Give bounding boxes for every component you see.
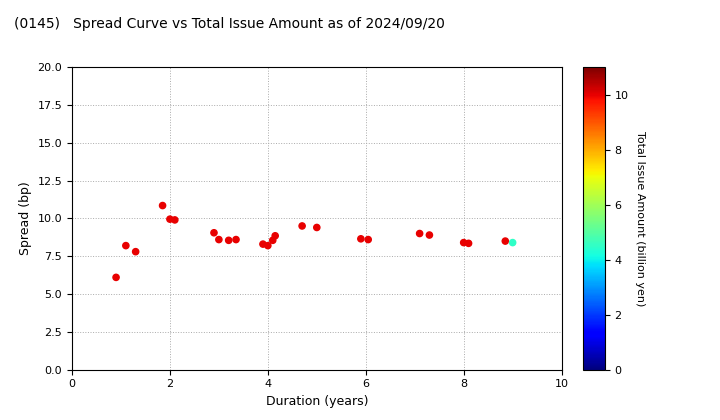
Point	[267, 237, 279, 244]
Point	[311, 224, 323, 231]
Point	[257, 241, 269, 247]
Point	[120, 242, 132, 249]
Point	[269, 232, 281, 239]
Point	[157, 202, 168, 209]
Point	[208, 229, 220, 236]
Point	[463, 240, 474, 247]
Point	[355, 236, 366, 242]
Point	[110, 274, 122, 281]
Point	[423, 232, 435, 239]
Point	[297, 223, 308, 229]
Point	[223, 237, 235, 244]
Point	[500, 238, 511, 244]
Point	[458, 239, 469, 246]
Y-axis label: Total Issue Amount (billion yen): Total Issue Amount (billion yen)	[635, 131, 645, 306]
Text: (0145)   Spread Curve vs Total Issue Amount as of 2024/09/20: (0145) Spread Curve vs Total Issue Amoun…	[14, 17, 445, 31]
Point	[230, 236, 242, 243]
Point	[164, 216, 176, 223]
Point	[507, 239, 518, 246]
Point	[130, 248, 141, 255]
Point	[213, 236, 225, 243]
Y-axis label: Spread (bp): Spread (bp)	[19, 181, 32, 255]
Point	[414, 230, 426, 237]
Point	[169, 217, 181, 223]
X-axis label: Duration (years): Duration (years)	[266, 395, 368, 408]
Point	[362, 236, 374, 243]
Point	[262, 242, 274, 249]
